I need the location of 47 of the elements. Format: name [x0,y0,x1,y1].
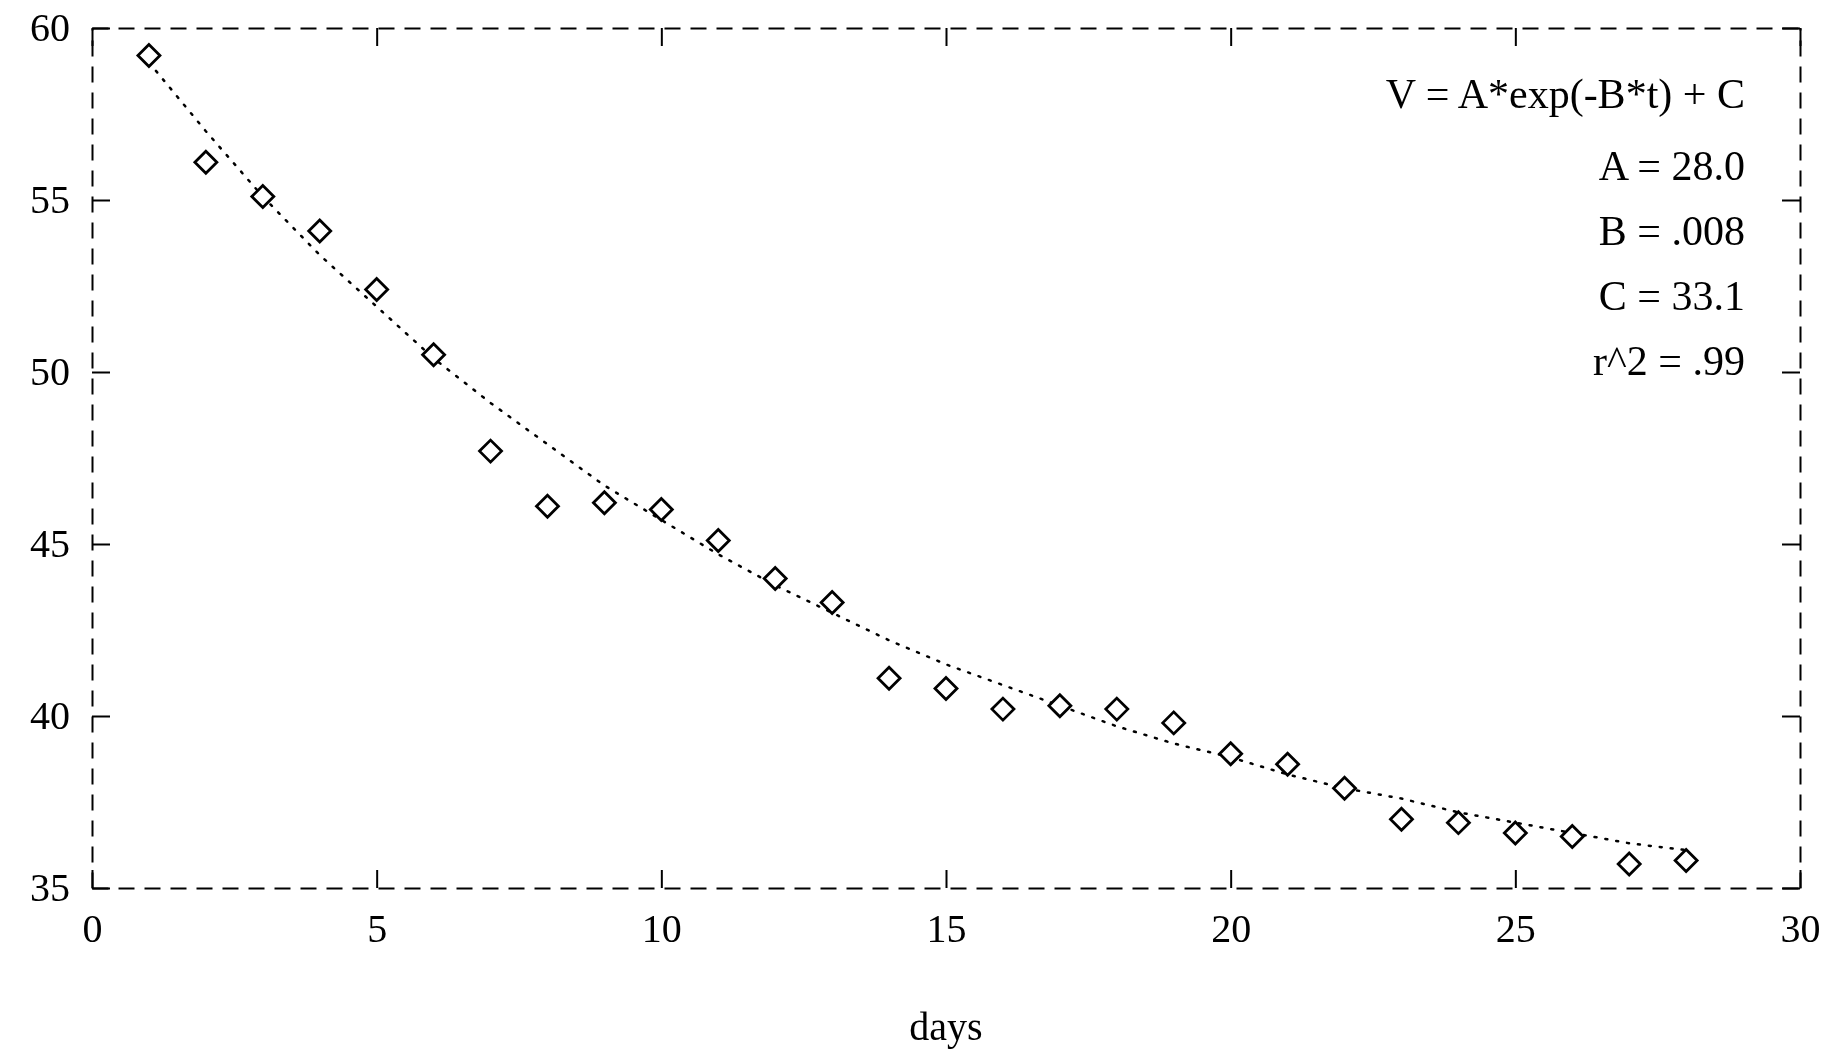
x-tick-label: 5 [367,906,388,952]
y-tick-label: 50 [30,349,70,395]
x-tick-label: 25 [1495,906,1536,952]
x-tick-label: 30 [1780,906,1821,952]
point [1161,710,1187,736]
point [1616,851,1642,877]
point [1446,810,1471,836]
y-tick-label: 40 [30,693,70,739]
point [1389,806,1414,832]
point [762,566,788,591]
x-tick-label: 15 [926,906,967,952]
y-tick-label: 45 [30,521,70,567]
point [592,490,617,516]
point [307,218,333,244]
x-axis-title: days [909,1004,983,1049]
annotation: V = A*exp(-B*t) + C [1385,71,1745,118]
x-tick-label: 20 [1211,906,1252,952]
point [1559,824,1585,849]
annotation: C = 33.1 [1598,273,1745,319]
point [421,342,446,368]
x-tick-label: 10 [641,906,682,952]
point [819,590,845,615]
point [1275,751,1300,777]
point [990,696,1016,722]
point [1218,741,1244,767]
point [193,149,219,175]
y-tick-label: 55 [30,177,70,223]
point [648,497,674,522]
point [364,277,390,302]
point [478,438,503,464]
point [1332,775,1357,801]
x-tick-label: 0 [82,906,103,952]
annotation: A = 28.0 [1598,143,1745,189]
point [1673,848,1699,873]
y-tick-label: 35 [30,865,70,911]
point [250,184,276,209]
point [1502,820,1528,846]
point [1104,696,1130,722]
y-tick-label: 60 [30,5,70,51]
point [933,676,959,701]
point [876,665,902,691]
point [1047,693,1073,719]
annotation: r^2 = .99 [1593,338,1745,384]
point [535,493,560,519]
point [705,528,731,553]
annotation: B = .008 [1598,208,1745,254]
point [136,43,162,68]
